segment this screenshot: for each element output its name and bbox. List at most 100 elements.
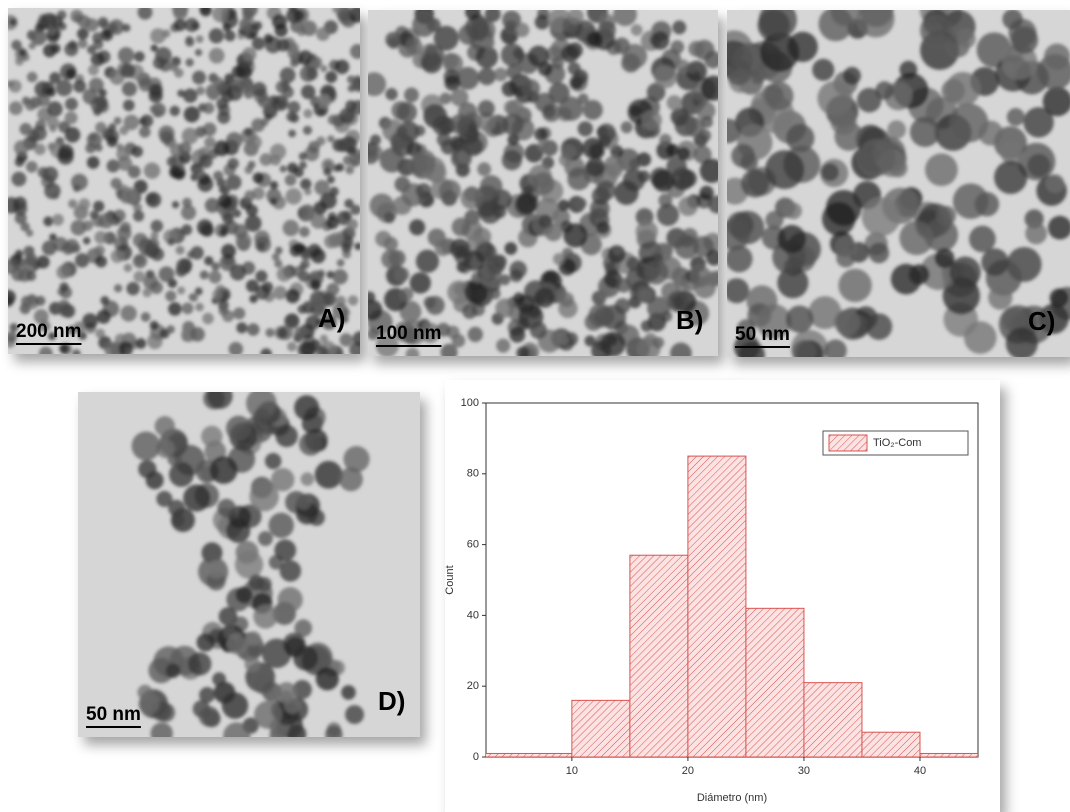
particle	[689, 265, 712, 288]
particle	[453, 282, 467, 296]
particle	[113, 116, 122, 125]
particle	[588, 303, 613, 328]
particle	[249, 481, 279, 512]
particle	[677, 147, 691, 160]
particle	[134, 255, 144, 265]
particle	[596, 221, 610, 235]
particle	[670, 342, 692, 356]
particle	[908, 264, 930, 285]
particle	[396, 125, 408, 137]
particle	[622, 43, 648, 69]
particle	[834, 309, 861, 336]
panel-label: D)	[378, 686, 405, 716]
particle	[46, 116, 60, 129]
particle	[292, 680, 312, 700]
particle	[334, 59, 350, 75]
particle	[336, 138, 350, 153]
particle	[204, 256, 214, 266]
particle	[189, 293, 199, 302]
particle	[936, 205, 957, 226]
particle	[119, 125, 129, 136]
particle	[243, 88, 254, 99]
particle	[264, 452, 282, 470]
x-tick-label: 20	[682, 765, 694, 777]
particle	[121, 187, 139, 204]
particle	[582, 99, 603, 120]
particle	[247, 323, 260, 336]
particle	[552, 252, 565, 265]
particle	[328, 232, 344, 248]
particle	[78, 331, 87, 340]
particle	[1002, 10, 1023, 30]
particle	[675, 59, 690, 74]
particle	[449, 238, 470, 259]
scale-bar-label: 50 nm	[86, 704, 141, 725]
particle	[154, 416, 175, 437]
particle	[11, 171, 27, 187]
particle	[27, 29, 36, 39]
particle	[149, 83, 163, 97]
particle	[610, 145, 624, 159]
particle	[131, 431, 161, 461]
particle	[506, 64, 522, 80]
particle	[477, 162, 492, 177]
particle	[133, 210, 145, 222]
particle	[339, 333, 353, 347]
particle	[952, 183, 989, 219]
particle	[211, 262, 220, 271]
particle	[313, 201, 327, 215]
particle	[438, 179, 461, 202]
particle	[168, 302, 182, 316]
particle	[294, 10, 305, 21]
particle	[1025, 222, 1048, 245]
particle	[74, 253, 90, 268]
particle	[150, 219, 164, 233]
particle	[558, 292, 575, 308]
particle	[168, 462, 194, 487]
particle	[104, 341, 120, 354]
particle	[294, 395, 320, 421]
particle	[64, 127, 81, 143]
particle	[73, 79, 87, 93]
particle	[727, 40, 743, 62]
particle	[385, 88, 398, 101]
particle	[727, 118, 741, 144]
x-tick-label: 10	[566, 765, 578, 777]
particle	[64, 42, 79, 57]
x-tick-label: 30	[798, 765, 810, 777]
particle	[637, 288, 653, 304]
particle	[289, 42, 300, 53]
particle	[300, 178, 312, 190]
particle	[487, 255, 506, 274]
particle	[231, 65, 245, 78]
particle	[425, 295, 445, 315]
particle	[95, 121, 107, 134]
particle	[684, 117, 705, 138]
particle	[209, 456, 238, 484]
particle	[262, 103, 278, 119]
particle	[213, 140, 230, 157]
particle	[306, 68, 318, 80]
particle	[49, 124, 57, 133]
particle	[117, 47, 135, 64]
particle	[314, 179, 330, 196]
particle	[178, 141, 192, 156]
particle	[521, 79, 541, 99]
particle	[43, 216, 54, 227]
particle	[169, 62, 179, 72]
particle	[395, 267, 410, 282]
particle	[225, 415, 252, 442]
particle	[741, 169, 770, 198]
particle	[294, 326, 306, 338]
particle	[260, 348, 272, 354]
particle	[195, 86, 205, 96]
particle	[269, 180, 279, 190]
particle	[557, 334, 570, 346]
particle	[785, 202, 802, 220]
particle	[181, 224, 193, 236]
particle	[1046, 174, 1065, 193]
particle	[352, 331, 360, 347]
particle	[159, 130, 174, 145]
particle	[297, 304, 307, 314]
particle	[8, 295, 14, 307]
